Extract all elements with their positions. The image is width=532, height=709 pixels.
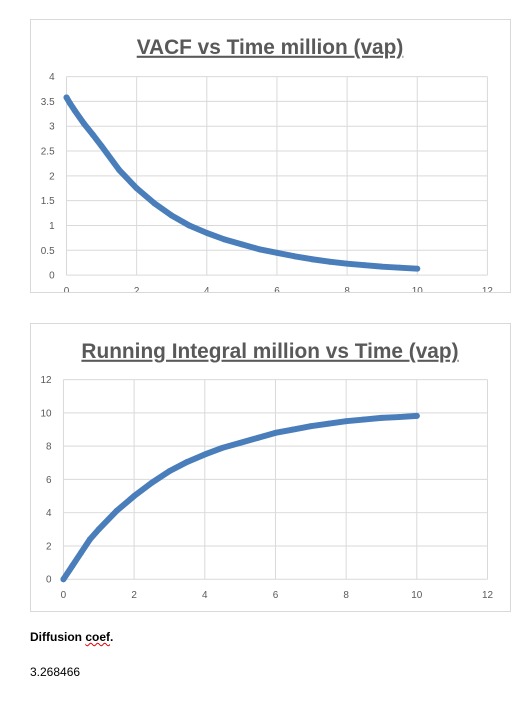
y-tick-label: 6 — [46, 475, 52, 486]
x-tick-label: 12 — [482, 286, 494, 292]
y-tick-label: 3 — [49, 122, 55, 133]
vacf-chart: VACF vs Time million (vap) 0 0.5 1 1.5 2 2.5 3 3… — [30, 19, 511, 293]
chart-title: Running Integral million vs Time (vap) — [81, 340, 458, 363]
diffusion-label-end: . — [110, 630, 114, 644]
data-point — [325, 420, 332, 427]
data-point — [254, 434, 261, 441]
data-point — [291, 253, 298, 260]
y-tick-label: 1 — [49, 221, 55, 232]
diffusion-label-text: Diffusion — [30, 630, 86, 644]
data-point — [309, 256, 316, 263]
data-point — [361, 262, 368, 269]
data-point — [186, 222, 193, 229]
x-tick-label: 0 — [64, 286, 70, 292]
data-point — [95, 526, 102, 533]
x-tick-label: 10 — [412, 286, 424, 292]
data-point — [237, 439, 244, 446]
y-tick-label: 0 — [49, 271, 55, 282]
x-tick-label: 8 — [344, 286, 350, 292]
data-point — [203, 229, 210, 236]
data-point — [272, 429, 279, 436]
diffusion-coef-label: Diffusion coef. — [30, 630, 113, 644]
data-point — [360, 416, 367, 423]
data-point — [344, 260, 351, 267]
x-tick-label: 12 — [482, 590, 494, 601]
chart-title: VACF vs Time million (vap) — [137, 36, 404, 59]
y-tick-label: 4 — [46, 508, 52, 519]
data-point — [413, 412, 420, 419]
y-tick-label: 2.5 — [41, 147, 55, 158]
data-point — [343, 418, 350, 425]
data-point — [378, 414, 385, 421]
y-tick-label: 0.5 — [41, 246, 55, 257]
x-tick-label: 10 — [411, 590, 423, 601]
y-tick-label: 10 — [40, 408, 52, 419]
x-tick-label: 4 — [202, 590, 208, 601]
data-point — [184, 458, 191, 465]
y-tick-label: 0 — [46, 575, 52, 586]
data-point — [148, 479, 155, 486]
data-point — [238, 241, 245, 248]
y-tick-label: 2 — [49, 171, 55, 182]
data-point — [86, 536, 93, 543]
data-point — [60, 576, 67, 583]
y-tick-label: 4 — [49, 72, 55, 83]
data-point — [131, 493, 138, 500]
data-point — [166, 468, 173, 475]
data-point — [67, 100, 73, 107]
data-point — [290, 426, 297, 433]
data-point — [201, 451, 208, 458]
y-tick-label: 3.5 — [41, 97, 55, 108]
data-point — [89, 131, 96, 138]
y-tick-label: 8 — [46, 442, 52, 453]
data-point — [396, 264, 403, 271]
vacf-chart-svg: VACF vs Time million (vap) 0 0.5 1 1.5 2 2.5 3 3… — [41, 36, 494, 292]
y-tick-label: 12 — [40, 375, 52, 386]
x-tick-label: 2 — [131, 590, 137, 601]
data-point — [221, 236, 228, 243]
y-tick-label: 1.5 — [41, 196, 55, 207]
data-point — [326, 258, 333, 265]
data-point — [78, 549, 85, 556]
data-point — [396, 414, 403, 421]
data-point — [307, 423, 314, 430]
data-point — [256, 246, 263, 253]
data-point — [133, 185, 140, 192]
x-tick-label: 0 — [61, 590, 67, 601]
data-point — [219, 444, 226, 451]
y-tick-label: 2 — [46, 541, 52, 552]
data-point — [168, 212, 175, 219]
data-point — [273, 249, 280, 256]
x-tick-label: 6 — [274, 286, 280, 292]
x-tick-label: 8 — [343, 590, 349, 601]
diffusion-label-misspelled: coef — [85, 630, 111, 644]
data-point — [98, 143, 105, 150]
data-point — [414, 265, 421, 272]
data-point — [63, 94, 70, 101]
running-integral-chart-svg: Running Integral million vs Time (vap) 0 2… — [40, 340, 494, 601]
data-point — [72, 108, 79, 115]
data-point — [81, 120, 88, 127]
data-point — [69, 562, 76, 569]
data-point — [113, 508, 120, 515]
data-point — [116, 166, 123, 173]
running-integral-chart: Running Integral million vs Time (vap) 0 2… — [30, 323, 511, 612]
x-tick-label: 4 — [204, 286, 210, 292]
x-tick-label: 6 — [273, 590, 279, 601]
x-tick-label: 2 — [134, 286, 140, 292]
data-point — [151, 200, 158, 207]
data-point — [379, 263, 386, 270]
diffusion-coef-value: 3.268466 — [30, 665, 81, 679]
